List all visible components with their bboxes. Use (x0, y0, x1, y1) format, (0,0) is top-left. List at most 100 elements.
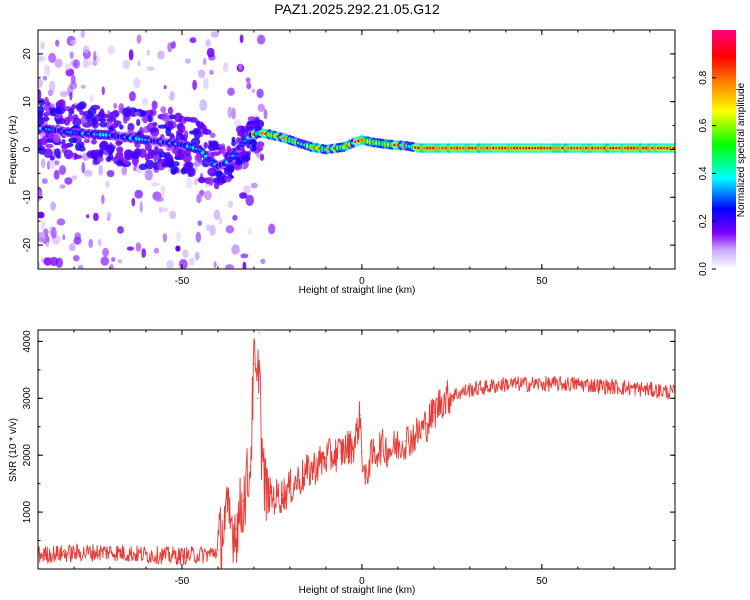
ridge-noise-blob (63, 149, 74, 160)
noise-blob (160, 184, 166, 197)
snr-data-point (440, 400, 442, 402)
noise-blob (203, 190, 212, 201)
noise-blob (54, 160, 60, 166)
ridge-noise-blob (115, 140, 122, 147)
noise-blob (240, 253, 249, 259)
snr-plot-area (38, 332, 675, 569)
ridge-noise-blob (211, 151, 221, 156)
ridge-noise-blob (45, 143, 54, 149)
ridge-noise-blob (154, 146, 159, 151)
noise-blob (225, 264, 234, 269)
snr-data-point (451, 394, 453, 396)
colorbar-tick-label: 0.6 (698, 118, 709, 132)
noise-blob (118, 259, 122, 264)
noise-blob (40, 220, 46, 232)
ridge-noise-blob (158, 151, 167, 158)
snr-data-point (404, 440, 406, 442)
y-tick-label: 4000 (22, 330, 33, 353)
ridge-noise-blob (144, 110, 155, 116)
noise-blob (227, 106, 233, 119)
ridge-noise-blob (98, 111, 103, 117)
ridge-noise-blob (38, 138, 48, 146)
snr-data-point (339, 451, 341, 453)
noise-blob (158, 206, 163, 213)
noise-blob (64, 63, 71, 71)
ridge-noise-blob (187, 168, 194, 178)
noise-blob (56, 218, 66, 226)
noise-blob (101, 194, 105, 205)
ridge-noise-blob (93, 149, 101, 158)
ridge-noise-blob (136, 119, 141, 126)
snr-data-point (249, 466, 251, 468)
snr-panel: -50 0 50 1000 2000 3000 4000 Height of straigh… (8, 329, 676, 596)
x-tick-label: -50 (175, 276, 190, 287)
noise-blob (93, 50, 97, 62)
noise-blob (155, 196, 164, 202)
noise-blob (205, 39, 211, 48)
noise-blob (83, 169, 93, 177)
ridge-noise-blob (46, 138, 55, 143)
noise-blob (38, 189, 43, 201)
spectrogram-panel: -50 0 50 -20 -10 0 10 20 Height of straight lin… (8, 29, 676, 296)
ridge-noise-blob (158, 158, 168, 164)
colorbar-tick-label: 0.8 (698, 70, 709, 84)
noise-blob (199, 99, 208, 112)
spectrogram-heatmap (38, 30, 675, 269)
ridge-noise-blob (170, 169, 177, 175)
noise-blob (70, 39, 77, 45)
noise-blob (62, 234, 66, 241)
noise-blob (49, 256, 59, 267)
noise-blob (219, 216, 223, 225)
ridge-noise-blob (239, 150, 249, 155)
noise-blob (106, 170, 115, 178)
snr-data-point (359, 414, 361, 416)
noise-blob (200, 189, 204, 198)
ridge-core (672, 146, 675, 150)
noise-blob (54, 58, 63, 68)
noise-blob (141, 98, 149, 106)
noise-blob (238, 63, 243, 71)
noise-blob (89, 94, 94, 103)
snr-background (38, 330, 675, 569)
spectrogram-y-axis-label: Frequency (Hz) (8, 116, 19, 185)
ridge-noise-blob (117, 150, 124, 161)
noise-blob (38, 56, 46, 61)
snr-data-point (210, 553, 212, 555)
noise-blob (98, 164, 103, 177)
snr-x-axis-label: Height of straight line (km) (299, 585, 416, 596)
ridge-noise-blob (54, 148, 61, 158)
noise-blob (69, 51, 74, 59)
noise-blob (73, 255, 80, 262)
ridge-noise-blob (105, 144, 115, 154)
ridge-noise-blob (58, 99, 66, 109)
noise-blob (107, 45, 115, 55)
noise-blob (234, 118, 242, 128)
noise-blob (166, 259, 174, 269)
ridge-noise-blob (111, 123, 119, 128)
ridge-noise-blob (141, 115, 149, 122)
snr-data-point (253, 363, 255, 365)
ridge-noise-blob (87, 107, 97, 116)
spectrogram-x-axis-label: Height of straight line (km) (299, 285, 416, 296)
snr-data-point (260, 437, 262, 439)
noise-blob (169, 210, 177, 220)
ridge-noise-blob (223, 169, 229, 175)
noise-blob (197, 220, 202, 226)
ridge-noise-blob (192, 128, 199, 136)
noise-blob (80, 30, 85, 39)
noise-blob (160, 206, 169, 213)
noise-blob (134, 189, 143, 199)
noise-blob (184, 58, 191, 64)
noise-blob (81, 84, 86, 89)
noise-blob (263, 108, 268, 120)
ridge-noise-blob (194, 154, 203, 162)
noise-blob (38, 211, 45, 219)
x-tick-label: 0 (359, 576, 365, 587)
ridge-noise-blob (43, 96, 49, 106)
ridge-noise-blob (212, 146, 220, 151)
snr-data-point (224, 517, 226, 519)
ridge-noise-blob (100, 113, 110, 119)
noise-blob (100, 256, 110, 266)
snr-data-point (282, 494, 284, 496)
noise-blob (213, 261, 217, 268)
